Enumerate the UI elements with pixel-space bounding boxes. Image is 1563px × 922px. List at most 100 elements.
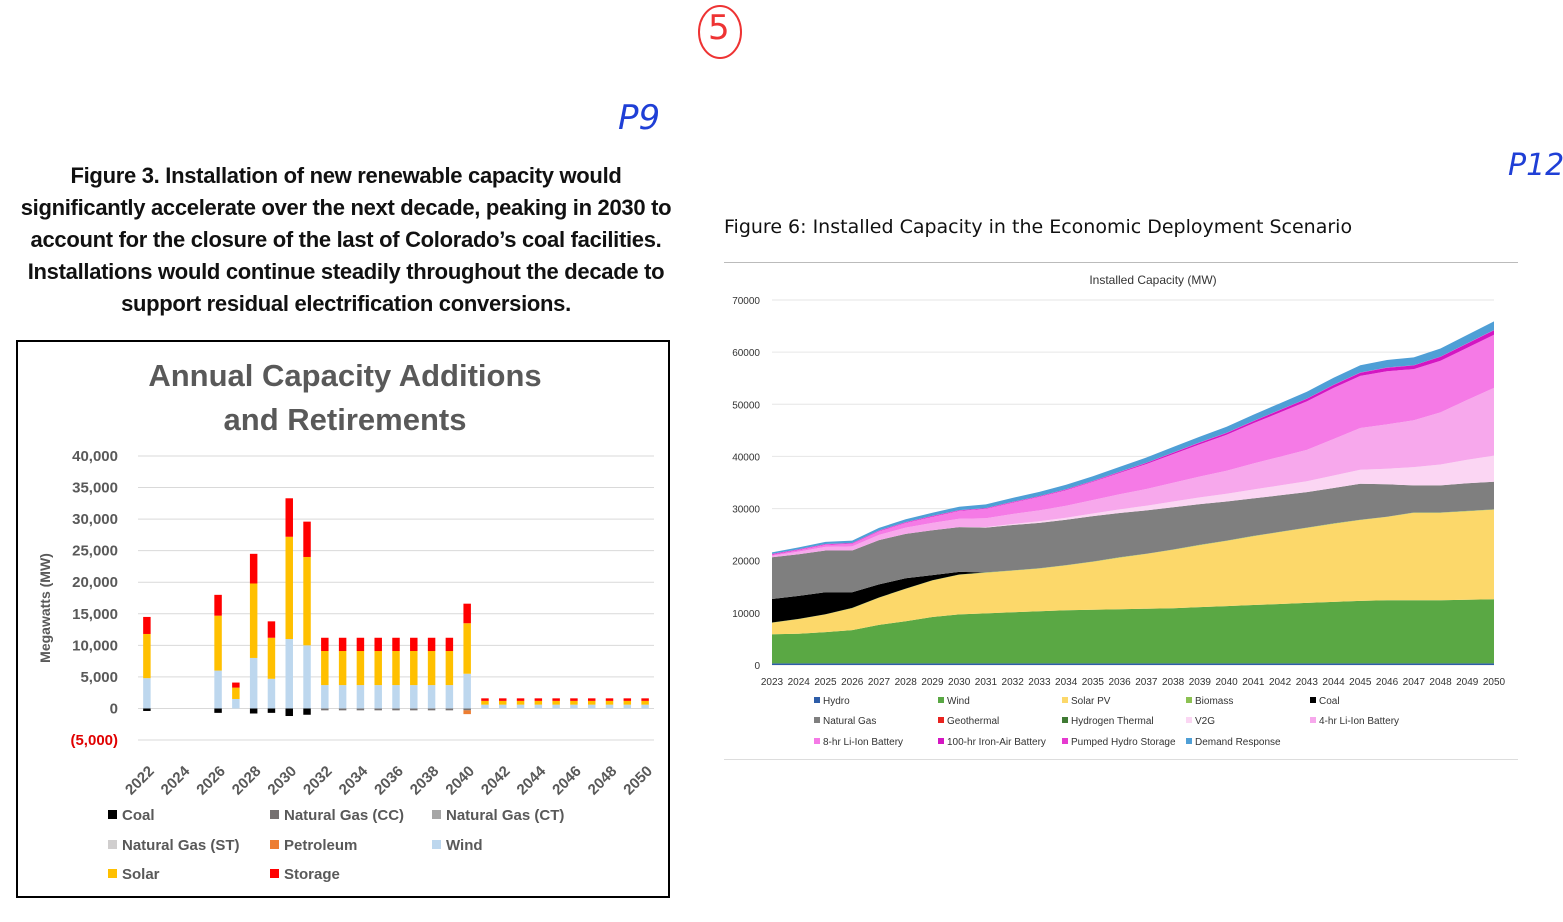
legend-label: Hydro xyxy=(823,696,850,707)
bar-segment xyxy=(356,651,365,686)
bar-segment xyxy=(374,685,382,709)
y-tick-label: 60000 xyxy=(732,348,760,359)
bar-segment xyxy=(338,708,347,711)
x-tick-label: 2036 xyxy=(1109,677,1132,688)
x-tick-label: 2046 xyxy=(1376,677,1399,688)
legend-swatch xyxy=(1186,738,1192,744)
bar-segment xyxy=(410,637,418,652)
bar-segment xyxy=(392,651,400,686)
legend-swatch xyxy=(108,810,117,819)
legend-label: 100-hr Iron-Air Battery xyxy=(947,737,1046,748)
bar-segment xyxy=(570,698,578,701)
bar-segment xyxy=(587,704,596,709)
bar-segment xyxy=(303,521,311,557)
bar-segment xyxy=(463,623,471,674)
x-tick-label: 2032 xyxy=(300,763,336,799)
bar-segment xyxy=(356,685,365,709)
x-tick-label: 2026 xyxy=(193,763,229,799)
bar-segment xyxy=(249,657,258,709)
legend-swatch xyxy=(1186,697,1192,703)
bar-segment xyxy=(641,698,649,701)
bar-segment xyxy=(427,637,436,652)
bar-segment xyxy=(623,704,632,709)
bar-segment xyxy=(427,651,436,686)
legend-label: Hydrogen Thermal xyxy=(1071,716,1154,727)
legend-swatch xyxy=(1062,738,1068,744)
bar-segment xyxy=(445,708,454,711)
y-tick-label: 70000 xyxy=(732,296,760,307)
bar-segment xyxy=(445,637,454,652)
x-tick-label: 2023 xyxy=(761,677,784,688)
y-tick-label: 0 xyxy=(754,661,760,672)
y-tick-label: 35,000 xyxy=(72,480,118,497)
legend-label: 8-hr Li-Ion Battery xyxy=(823,737,903,748)
figure6-caption: Figure 6: Installed Capacity in the Econ… xyxy=(724,216,1353,238)
bar-segment xyxy=(534,704,543,709)
bar-segment xyxy=(552,704,560,709)
x-tick-label: 2048 xyxy=(585,763,621,799)
bar-segment xyxy=(410,708,418,711)
bar-segment xyxy=(143,678,151,709)
installed-capacity-chart: Installed Capacity (MW) 0 10000 20000 30000 4… xyxy=(724,262,1518,760)
bar-segment xyxy=(427,708,436,711)
bar-segment xyxy=(143,633,151,679)
x-tick-label: 2045 xyxy=(1349,677,1372,688)
legend-swatch xyxy=(1310,717,1316,723)
x-tick-label: 2033 xyxy=(1028,677,1051,688)
bar-segment xyxy=(427,685,436,709)
bar-segment xyxy=(214,594,222,616)
legend-swatch xyxy=(814,717,820,723)
x-tick-label: 2050 xyxy=(620,763,656,799)
bar-segment xyxy=(321,651,329,686)
legend-swatch xyxy=(1062,697,1068,703)
x-tick-label: 2032 xyxy=(1002,677,1025,688)
x-tick-label: 2028 xyxy=(229,763,265,799)
bar-segment xyxy=(481,698,489,701)
x-tick-label: 2041 xyxy=(1242,677,1265,688)
x-tick-label: 2046 xyxy=(549,763,585,799)
bar-segment xyxy=(338,651,347,686)
x-tick-label: 2034 xyxy=(336,762,372,798)
x-tick-label: 2048 xyxy=(1429,677,1452,688)
legend-label: 4-hr Li-Ion Battery xyxy=(1319,716,1399,727)
chart1-title-line1: Annual Capacity Additions xyxy=(148,358,542,393)
area-series xyxy=(772,509,1494,635)
bar-segment xyxy=(570,704,578,709)
x-tick-label: 2043 xyxy=(1296,677,1319,688)
bar-segment xyxy=(321,708,329,711)
y-tick-label: 10000 xyxy=(732,609,760,620)
circled-number-text: 5 xyxy=(708,8,730,48)
y-tick-label: 50000 xyxy=(732,400,760,411)
bar-segment xyxy=(285,536,293,640)
x-tick-label: 2034 xyxy=(1055,677,1078,688)
bar-segment xyxy=(338,637,347,652)
legend-swatch xyxy=(270,810,279,819)
bar-segment xyxy=(534,698,543,701)
x-tick-label: 2049 xyxy=(1456,677,1479,688)
y-tick-label: 30,000 xyxy=(72,511,118,528)
bar-segment xyxy=(516,698,525,701)
bar-segment xyxy=(267,678,276,709)
legend-label: Wind xyxy=(947,696,970,707)
bar-segment xyxy=(303,556,311,646)
legend-label: Pumped Hydro Storage xyxy=(1071,737,1176,748)
legend-label: Solar PV xyxy=(1071,696,1111,707)
bar-segment xyxy=(587,698,596,701)
bar-segment xyxy=(623,700,632,705)
bar-segment xyxy=(410,651,418,686)
bar-segment xyxy=(552,700,560,705)
legend-swatch xyxy=(270,840,279,849)
bar-segment xyxy=(303,708,311,715)
y-tick-label: 20000 xyxy=(732,557,760,568)
bar-segment xyxy=(392,685,400,709)
bar-segment xyxy=(303,645,311,709)
bar-segment xyxy=(321,637,329,652)
chart2-title: Installed Capacity (MW) xyxy=(1089,273,1216,287)
x-tick-label: 2025 xyxy=(814,677,837,688)
bar-segment xyxy=(232,682,240,688)
x-tick-label: 2024 xyxy=(158,762,194,798)
bar-segment xyxy=(410,685,418,709)
x-tick-label: 2029 xyxy=(921,677,944,688)
bar-segment xyxy=(232,687,240,699)
bar-segment xyxy=(534,700,543,705)
